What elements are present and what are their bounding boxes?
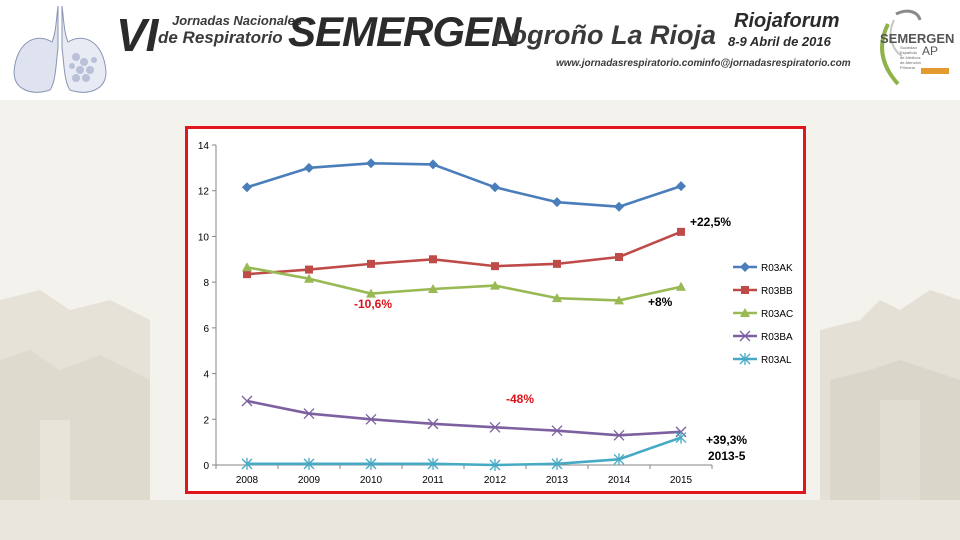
org-ap: AP xyxy=(922,44,939,58)
data-point-r03ak xyxy=(552,197,562,208)
data-point-r03bb xyxy=(553,259,561,268)
x-tick-label: 2011 xyxy=(422,475,444,486)
legend-label-r03ba: R03BA xyxy=(761,332,793,343)
annotation-r03ac-change: -10,6% xyxy=(354,297,393,311)
legend-label-r03bb: R03BB xyxy=(761,286,793,297)
data-point-r03ba xyxy=(489,421,501,433)
legend-label-r03ac: R03AC xyxy=(761,309,793,320)
y-tick-label: 4 xyxy=(203,370,209,381)
data-point-r03al xyxy=(427,457,439,470)
annotation-r03ac-2015-change: +8% xyxy=(648,295,673,309)
org-name: SEMERGEN xyxy=(880,31,955,46)
data-point-r03bb xyxy=(615,253,623,261)
data-point-r03ak xyxy=(676,181,686,192)
data-point-r03al xyxy=(675,431,687,444)
chart-frame: 0 2 4 6 8 10 12 14 2008 2009 2010 2011 2012 2013 2014 2… xyxy=(185,126,806,494)
data-point-r03al xyxy=(241,457,253,470)
data-point-r03ac xyxy=(366,288,376,298)
event-venue: Riojaforum xyxy=(734,10,840,32)
org-subtitle: Sociedad Española de Médicos de Atención… xyxy=(900,45,921,70)
y-tick-label: 8 xyxy=(203,278,209,289)
data-point-r03al xyxy=(613,453,625,466)
data-point-r03ba xyxy=(613,429,625,441)
data-point-r03bb xyxy=(491,262,499,271)
annotation-r03ba-change: -48% xyxy=(506,392,535,406)
x-tick-label: 2015 xyxy=(670,475,693,486)
line-chart: 0 2 4 6 8 10 12 14 2008 2009 2010 2011 2012 2013 2014 2… xyxy=(198,141,793,486)
annotation-r03bb-change: +22,5% xyxy=(690,215,732,229)
x-tick-label: 2009 xyxy=(298,475,321,486)
event-dates: 8-9 Abril de 2016 xyxy=(728,34,831,49)
jornadas-line2: de Respiratorio xyxy=(158,28,283,47)
data-point-r03ak xyxy=(490,182,500,193)
data-point-r03bb xyxy=(243,270,251,279)
legend-marker-r03ba xyxy=(739,330,751,342)
data-point-r03ac xyxy=(676,281,686,291)
annotation-r03al-period: 2013-5 xyxy=(708,449,746,463)
header-banner: VI Jornadas Nacionales de Respiratorio S… xyxy=(0,0,960,100)
event-city: Logroño La Rioja xyxy=(494,20,716,50)
data-point-r03al xyxy=(365,457,377,470)
data-point-r03ac xyxy=(490,280,500,290)
data-point-r03ba xyxy=(241,395,253,407)
y-tick-label: 6 xyxy=(203,324,209,335)
data-point-r03ak xyxy=(366,158,376,169)
x-tick-label: 2012 xyxy=(484,475,507,486)
series-line-r03ac xyxy=(246,266,682,302)
series-line-r03bb xyxy=(246,230,682,276)
data-point-r03ac xyxy=(304,273,314,283)
data-point-r03ba xyxy=(365,413,377,425)
data-point-r03ba xyxy=(303,408,315,420)
data-point-r03ak xyxy=(428,159,438,170)
legend-label-r03al: R03AL xyxy=(761,355,792,366)
data-point-r03ak xyxy=(304,162,314,173)
data-point-r03ak xyxy=(242,182,252,193)
org-badge xyxy=(921,68,949,74)
y-tick-label: 14 xyxy=(198,141,210,152)
x-tick-label: 2010 xyxy=(360,475,383,486)
data-point-r03bb xyxy=(429,255,437,264)
annotation-r03al-change: +39,3% xyxy=(706,433,748,447)
event-name: SEMERGEN xyxy=(288,8,521,55)
series-line-r03ak xyxy=(246,161,682,209)
data-point-r03ak xyxy=(614,201,624,212)
edition-number: VI xyxy=(116,9,158,61)
legend-marker-r03ak xyxy=(740,262,750,272)
data-point-r03ba xyxy=(427,418,439,430)
data-point-r03al xyxy=(303,457,315,470)
semergen-logo-icon xyxy=(880,9,922,86)
data-point-r03al xyxy=(551,457,563,470)
series-line-r03ba xyxy=(246,399,682,437)
y-tick-label: 10 xyxy=(198,232,210,243)
y-tick-label: 2 xyxy=(203,415,209,426)
legend-marker-r03al xyxy=(739,353,751,365)
data-point-r03ac xyxy=(242,262,252,272)
legend-label-r03ak: R03AK xyxy=(761,263,793,274)
x-tick-label: 2008 xyxy=(236,475,259,486)
legend-marker-r03bb xyxy=(741,286,749,294)
data-point-r03ac xyxy=(614,295,624,305)
data-point-r03ba xyxy=(551,425,563,437)
email-link[interactable]: info@jornadasrespiratorio.com xyxy=(702,58,851,69)
data-point-r03bb xyxy=(367,259,375,268)
data-point-r03bb xyxy=(305,265,313,274)
series-line-r03al xyxy=(247,436,682,467)
lungs-logo-icon xyxy=(13,5,107,93)
y-tick-label: 12 xyxy=(198,187,210,198)
data-point-r03ac xyxy=(428,284,438,293)
data-point-r03ac xyxy=(552,293,562,303)
website-link[interactable]: www.jornadasrespiratorio.com xyxy=(556,58,703,69)
y-tick-label: 0 xyxy=(203,461,209,472)
x-tick-label: 2013 xyxy=(546,475,569,486)
jornadas-line1: Jornadas Nacionales xyxy=(172,13,303,28)
data-point-r03al xyxy=(489,459,501,471)
legend-marker-r03ac xyxy=(740,308,750,317)
data-point-r03bb xyxy=(677,227,685,236)
x-tick-label: 2014 xyxy=(608,475,631,486)
